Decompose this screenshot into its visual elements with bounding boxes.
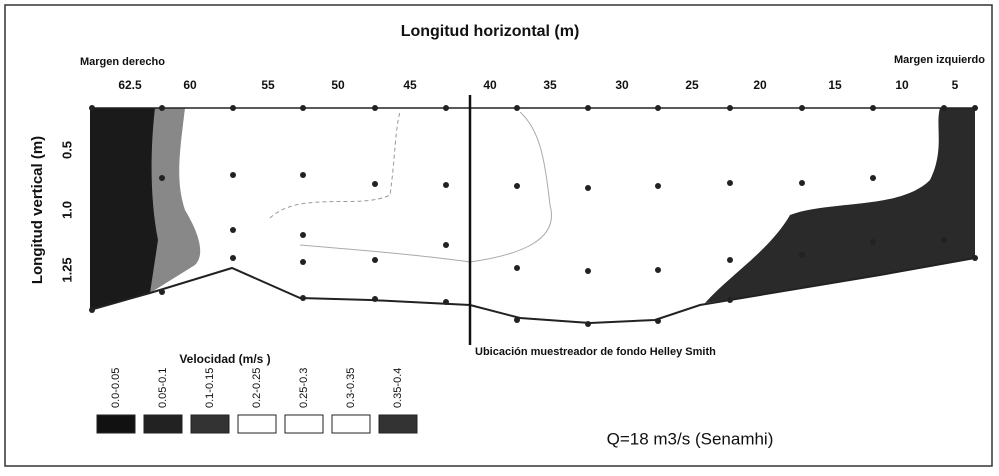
legend-label: 0.3-0.35 xyxy=(345,368,357,408)
point xyxy=(941,237,947,243)
contour xyxy=(299,111,552,263)
x-label: 35 xyxy=(543,78,557,92)
x-label: 62.5 xyxy=(118,78,142,92)
point xyxy=(941,105,947,111)
x-label: 15 xyxy=(828,78,842,92)
point xyxy=(870,105,876,111)
point xyxy=(372,296,378,302)
region-dark-left xyxy=(90,108,158,310)
point xyxy=(514,317,520,323)
x-label: 45 xyxy=(403,78,417,92)
point xyxy=(89,307,95,313)
x-label: 20 xyxy=(753,78,767,92)
legend-label: 0.0-0.05 xyxy=(110,368,122,408)
point xyxy=(514,105,520,111)
point xyxy=(870,175,876,181)
point xyxy=(972,105,978,111)
legend: 0.0-0.05 0.05-0.1 0.1-0.15 0.2-0.25 0.25-0.3… xyxy=(96,368,418,434)
point xyxy=(655,267,661,273)
x-label: 25 xyxy=(685,78,699,92)
point xyxy=(655,105,661,111)
x-label: 40 xyxy=(483,78,497,92)
point xyxy=(585,321,591,327)
y-label: 0.5 xyxy=(59,141,74,159)
y-label: 1.25 xyxy=(59,257,74,282)
point xyxy=(443,105,449,111)
point xyxy=(300,105,306,111)
point xyxy=(230,172,236,178)
legend-label: 0.25-0.3 xyxy=(298,368,310,408)
point xyxy=(230,227,236,233)
x-label: 5 xyxy=(952,78,959,92)
left-margin-label: Margen derecho xyxy=(80,56,165,68)
riverbed xyxy=(89,257,976,325)
x-label: 50 xyxy=(331,78,345,92)
x-label: 55 xyxy=(261,78,275,92)
y-axis-title: Longitud vertical (m) xyxy=(29,136,46,284)
point xyxy=(443,182,449,188)
point xyxy=(372,105,378,111)
point xyxy=(799,105,805,111)
legend-label: 0.35-0.4 xyxy=(392,368,404,408)
point xyxy=(585,185,591,191)
legend-swatch xyxy=(96,414,136,434)
legend-swatch xyxy=(331,414,371,434)
legend-swatch xyxy=(378,414,418,434)
point xyxy=(655,318,661,324)
legend-swatch xyxy=(284,414,324,434)
point xyxy=(870,239,876,245)
point xyxy=(799,180,805,186)
point xyxy=(655,183,661,189)
point xyxy=(799,252,805,258)
point xyxy=(727,297,733,303)
point xyxy=(230,255,236,261)
legend-swatch xyxy=(190,414,230,434)
legend-label: 0.2-0.25 xyxy=(251,368,263,408)
point xyxy=(230,105,236,111)
legend-swatch xyxy=(237,414,277,434)
point xyxy=(727,180,733,186)
point xyxy=(443,299,449,305)
legend-title: Velocidad (m/s ) xyxy=(179,352,270,366)
point xyxy=(300,259,306,265)
point xyxy=(159,289,165,295)
point xyxy=(727,105,733,111)
legend-label: 0.05-0.1 xyxy=(157,368,169,408)
point xyxy=(443,242,449,248)
right-margin-label: Margen izquierdo xyxy=(894,54,985,66)
contour xyxy=(269,111,401,219)
point xyxy=(300,295,306,301)
discharge: Q=18 m3/s (Senamhi) xyxy=(607,429,774,448)
y-labels: 0.5 1.0 1.25 xyxy=(59,141,74,283)
points xyxy=(89,105,978,327)
point xyxy=(972,255,978,261)
point xyxy=(372,257,378,263)
point xyxy=(514,183,520,189)
point xyxy=(372,181,378,187)
legend-swatch xyxy=(143,414,183,434)
point xyxy=(300,172,306,178)
y-label: 1.0 xyxy=(59,201,74,219)
point xyxy=(300,232,306,238)
point xyxy=(159,175,165,181)
point xyxy=(514,265,520,271)
point xyxy=(585,268,591,274)
annotation: Ubicación muestreador de fondo Helley Sm… xyxy=(475,346,716,358)
title: Longitud horizontal (m) xyxy=(401,23,580,40)
region-dark-right xyxy=(705,108,975,303)
legend-label: 0.1-0.15 xyxy=(204,368,216,408)
x-label: 10 xyxy=(895,78,909,92)
x-label: 60 xyxy=(183,78,197,92)
point xyxy=(727,257,733,263)
x-label: 30 xyxy=(615,78,629,92)
point xyxy=(159,105,165,111)
point xyxy=(585,105,591,111)
point xyxy=(89,105,95,111)
x-labels: 62.5 60 55 50 45 40 35 30 25 20 15 10 5 xyxy=(118,78,958,92)
